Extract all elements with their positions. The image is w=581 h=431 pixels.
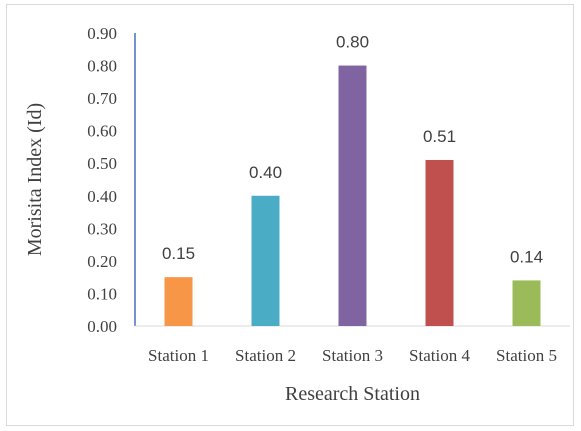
x-axis-title: Research Station — [285, 383, 420, 405]
data-labels: 0.15 0.40 0.80 0.51 0.14 — [162, 33, 543, 267]
y-tick-label: 0.60 — [87, 122, 117, 141]
data-label: 0.14 — [510, 247, 543, 266]
x-tick-labels: Station 1 Station 2 Station 3 Station 4 Stat… — [148, 346, 557, 365]
bar — [164, 277, 193, 326]
data-label: 0.15 — [162, 244, 195, 263]
data-label: 0.40 — [249, 163, 282, 182]
bar — [338, 65, 367, 327]
bar — [251, 195, 280, 326]
y-tick-label: 0.20 — [87, 252, 117, 271]
chart-frame — [6, 4, 574, 426]
bar — [425, 159, 454, 326]
data-label: 0.51 — [423, 127, 456, 146]
y-tick-label: 0.70 — [87, 89, 117, 108]
y-tick-label: 0.50 — [87, 154, 117, 173]
x-tick-label: Station 5 — [496, 346, 557, 365]
y-tick-label: 0.30 — [87, 219, 117, 238]
y-tick-labels: 0.00 0.10 0.20 0.30 0.40 0.50 0.60 0.70 0.80 0.90 — [87, 24, 117, 336]
y-axis-title: Morisita Index (Id) — [24, 103, 46, 256]
y-tick-label: 0.10 — [87, 284, 117, 303]
data-label: 0.80 — [336, 33, 369, 52]
y-tick-label: 0.90 — [87, 24, 117, 43]
x-tick-label: Station 4 — [409, 346, 470, 365]
y-tick-label: 0.00 — [87, 317, 117, 336]
bar — [512, 280, 541, 326]
x-tick-label: Station 1 — [148, 346, 209, 365]
y-tick-label: 0.40 — [87, 187, 117, 206]
y-tick-label: 0.80 — [87, 57, 117, 76]
bars — [164, 65, 541, 327]
x-tick-label: Station 2 — [235, 346, 296, 365]
x-tick-label: Station 3 — [322, 346, 383, 365]
